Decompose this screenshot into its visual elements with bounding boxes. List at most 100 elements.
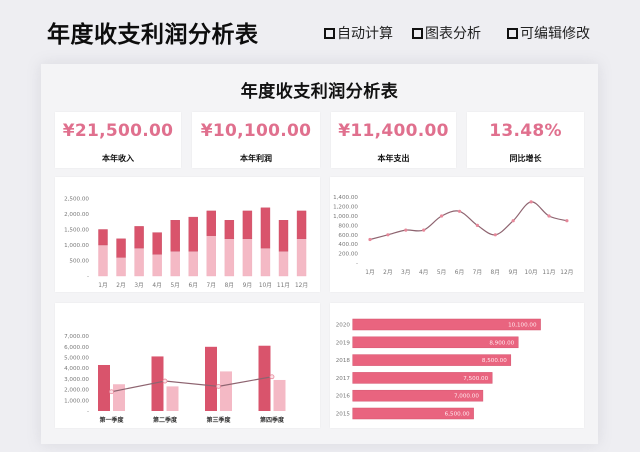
- chart-canvas: - 1,000.00 2,000.00 3,000.00 4,000.00 5,000.0…: [64, 334, 286, 424]
- bar-segment: [296, 210, 307, 240]
- bar-segment: [296, 238, 307, 277]
- bar-segment: [188, 216, 198, 252]
- bar-segment: [206, 210, 217, 236]
- kpi-label: 本年支出: [377, 154, 410, 163]
- bar-segment: [224, 238, 235, 277]
- y-tick-label: 2019: [336, 340, 351, 346]
- data-label: 6,500.00: [445, 412, 470, 418]
- x-tick-label: 第三季度: [205, 416, 231, 424]
- bar-segment: [152, 232, 162, 255]
- kpi-value: ¥21,500.00: [62, 121, 174, 141]
- data-label: 10,100.00: [508, 323, 537, 329]
- bar-segment: [134, 247, 144, 277]
- bar-segment: [170, 250, 180, 277]
- square-checkbox-icon: [324, 27, 335, 39]
- data-point-marker: [386, 233, 390, 237]
- bar-segment: [98, 244, 108, 277]
- bar-segment: [134, 226, 144, 249]
- y-tick-label: 5,000.00: [64, 356, 89, 362]
- x-tick-label: 9月: [508, 269, 518, 276]
- data-label: 7,500.00: [463, 376, 488, 382]
- bar: [352, 336, 519, 349]
- data-point-marker: [440, 214, 444, 218]
- data-point-marker: [368, 237, 372, 242]
- bar: [352, 372, 493, 384]
- line-series: [369, 201, 568, 241]
- data-label: 7,000.00: [454, 394, 479, 400]
- bar-segment: [116, 238, 126, 258]
- x-tick-label: 第四季度: [259, 416, 285, 424]
- y-tick-label: 7,000.00: [64, 334, 89, 340]
- y-tick-label: 2,000.00: [64, 388, 89, 394]
- chart-canvas: - 500.00 1,000.00 1,500.00 2,000.00 2,500.00 1…: [64, 197, 308, 290]
- x-tick-label: 4月: [152, 282, 162, 289]
- bar-segment: [224, 220, 235, 240]
- feature-label: 自动计算: [337, 26, 393, 42]
- bar-segment: [152, 254, 162, 277]
- quarterly-combo-chart: - 1,000.00 2,000.00 3,000.00 4,000.00 5,000.0…: [55, 303, 320, 428]
- y-tick-label: 1,400.00: [333, 195, 358, 201]
- y-tick-label: 500.00: [69, 259, 89, 265]
- data-point-marker: [109, 389, 114, 395]
- chart-canvas: - 200.00 400.00 600.00 800.00 1,000.00 1,200.0…: [333, 195, 573, 276]
- feature-chart-analysis: 图表分析: [412, 24, 481, 42]
- bar-segment: [170, 220, 180, 252]
- x-tick-label: 11月: [277, 282, 290, 289]
- x-tick-label: 8月: [225, 282, 235, 289]
- y-tick-label: 400.00: [338, 242, 358, 248]
- bar-segment: [278, 220, 289, 252]
- x-tick-label: 5月: [170, 282, 180, 289]
- x-tick-label: 1月: [365, 269, 375, 276]
- bar: [205, 346, 217, 411]
- bar: [166, 386, 179, 411]
- page-title: 年度收支利润分析表: [47, 22, 259, 48]
- bar-segment: [206, 235, 217, 277]
- y-tick-label: 2020: [336, 323, 351, 329]
- x-tick-label: 10月: [259, 282, 272, 289]
- y-tick-label: 4,000.00: [64, 366, 89, 372]
- feature-editable: 可编辑修改: [507, 24, 590, 42]
- x-tick-label: 11月: [542, 269, 555, 276]
- data-label: 8,900.00: [489, 340, 514, 346]
- y-tick-label: 1,000.00: [333, 214, 358, 220]
- kpi-value: ¥10,100.00: [200, 121, 312, 141]
- x-tick-label: 7月: [473, 269, 483, 276]
- x-tick-label: 5月: [437, 269, 447, 276]
- kpi-card-income: ¥21,500.00 本年收入: [55, 112, 181, 168]
- y-tick-label: 1,000.00: [64, 243, 89, 249]
- x-tick-label: 8月: [491, 269, 501, 276]
- x-tick-label: 3月: [134, 282, 144, 289]
- kpi-card-expense: ¥11,400.00 本年支出: [331, 112, 456, 168]
- x-tick-label: 1月: [98, 282, 108, 289]
- y-tick-label: 1,000.00: [64, 398, 89, 404]
- y-tick-label: 1,200.00: [333, 205, 358, 211]
- data-point-marker: [547, 214, 551, 218]
- x-tick-label: 3月: [401, 269, 411, 276]
- bar: [151, 356, 164, 411]
- line-series: [111, 376, 273, 393]
- bar: [113, 384, 125, 411]
- kpi-card-growth: 13.48% 同比增长: [467, 112, 584, 168]
- square-checkbox-icon: [412, 27, 423, 39]
- x-tick-label: 6月: [189, 282, 199, 289]
- y-tick-label: 3,000.00: [64, 377, 89, 383]
- y-tick-label: -: [87, 409, 89, 415]
- y-tick-label: 2,000.00: [64, 212, 89, 218]
- bar: [352, 389, 484, 402]
- x-tick-label: 2月: [383, 269, 393, 276]
- x-tick-label: 10月: [525, 269, 538, 276]
- feature-auto-calc: 自动计算: [324, 24, 393, 42]
- bar-segment: [242, 210, 253, 240]
- x-tick-label: 第二季度: [152, 416, 178, 424]
- data-point-marker: [269, 374, 275, 380]
- dashboard-title: 年度收支利润分析表: [240, 82, 399, 102]
- bar-segment: [242, 238, 253, 277]
- data-point-marker: [404, 228, 408, 232]
- y-tick-label: -: [356, 261, 358, 267]
- bar-segment: [278, 250, 289, 277]
- bar-segment: [188, 250, 198, 277]
- bar: [352, 318, 541, 331]
- x-tick-label: 第一季度: [98, 416, 124, 424]
- y-tick-label: 200.00: [338, 252, 358, 258]
- data-point-marker: [216, 383, 221, 389]
